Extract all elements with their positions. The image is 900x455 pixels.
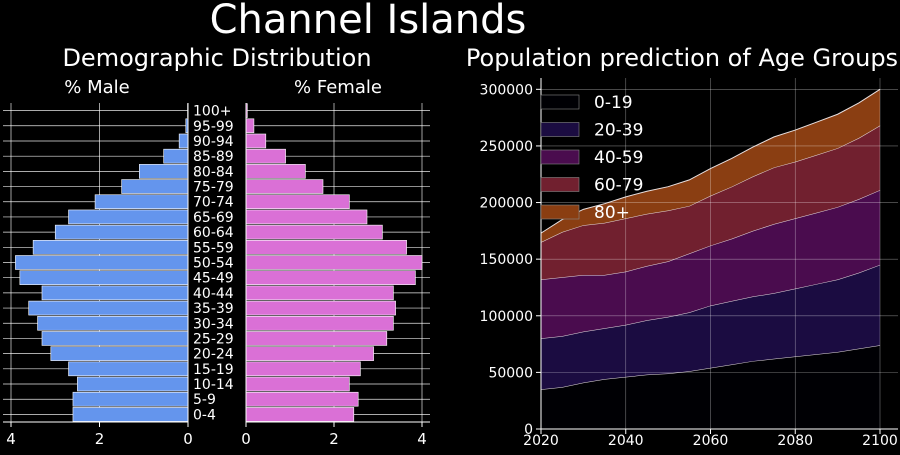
age-group-label: 50-54 bbox=[193, 256, 234, 272]
female-bar bbox=[246, 210, 367, 224]
legend-label-60-79: 60-79 bbox=[594, 176, 643, 196]
legend-swatch-60-79 bbox=[541, 178, 579, 192]
male-x-tick-label: 4 bbox=[6, 430, 16, 448]
age-group-label: 55-59 bbox=[193, 240, 234, 256]
female-x-tick-label: 2 bbox=[329, 430, 339, 448]
area-y-tick-label: 300000 bbox=[480, 82, 533, 98]
female-bar bbox=[246, 407, 354, 421]
male-bar bbox=[38, 316, 188, 330]
male-bar bbox=[69, 362, 188, 376]
male-bar bbox=[42, 331, 188, 345]
age-group-label: 30-34 bbox=[193, 316, 234, 332]
legend-swatch-20-39 bbox=[541, 123, 579, 137]
male-bar bbox=[20, 271, 188, 285]
age-group-label: 85-89 bbox=[193, 149, 234, 165]
age-group-label: 45-49 bbox=[193, 271, 234, 287]
legend-swatch-0-19 bbox=[541, 95, 579, 109]
area-y-tick-label: 150000 bbox=[480, 252, 533, 268]
legend-swatch-40-59 bbox=[541, 150, 579, 164]
male-bar bbox=[33, 240, 188, 254]
male-bar bbox=[164, 149, 188, 163]
area-x-tick-label: 2060 bbox=[693, 433, 729, 449]
male-x-tick-label: 2 bbox=[95, 430, 105, 448]
female-bar bbox=[246, 392, 358, 406]
age-group-label: 70-74 bbox=[193, 195, 234, 211]
male-bar bbox=[139, 164, 188, 178]
female-bar bbox=[246, 286, 393, 300]
female-bar bbox=[246, 331, 387, 345]
female-bar bbox=[246, 347, 374, 361]
male-bar bbox=[15, 256, 188, 270]
female-bar bbox=[246, 377, 349, 391]
male-bar bbox=[77, 377, 188, 391]
female-bar bbox=[246, 134, 266, 148]
age-group-label: 90-94 bbox=[193, 134, 234, 150]
male-bar bbox=[51, 347, 188, 361]
legend-label-80+: 80+ bbox=[594, 203, 630, 223]
area-y-tick-label: 250000 bbox=[480, 139, 533, 155]
age-group-label: 60-64 bbox=[193, 225, 234, 241]
female-bar bbox=[246, 301, 396, 315]
male-bar bbox=[73, 392, 188, 406]
male-bar bbox=[42, 286, 188, 300]
age-group-label: 75-79 bbox=[193, 180, 234, 196]
male-axis-title: % Male bbox=[64, 77, 129, 98]
age-group-label: 10-14 bbox=[193, 377, 234, 393]
area-y-tick-label: 50000 bbox=[488, 365, 533, 381]
female-x-tick-label: 4 bbox=[417, 430, 427, 448]
female-bar bbox=[246, 240, 407, 254]
area-y-tick-label: 100000 bbox=[480, 309, 533, 325]
female-bar bbox=[246, 271, 415, 285]
figure-title: Channel Islands bbox=[210, 0, 527, 43]
age-group-label: 65-69 bbox=[193, 210, 234, 226]
age-group-label: 5-9 bbox=[193, 392, 216, 408]
pyramid-title: Demographic Distribution bbox=[62, 44, 371, 72]
female-bar bbox=[246, 164, 305, 178]
legend-label-0-19: 0-19 bbox=[594, 93, 633, 113]
female-bar bbox=[246, 119, 254, 133]
age-group-label: 0-4 bbox=[193, 407, 216, 423]
age-group-label: 15-19 bbox=[193, 362, 234, 378]
age-group-label: 95-99 bbox=[193, 119, 234, 135]
area-x-tick-label: 2040 bbox=[608, 433, 644, 449]
female-axis-title: % Female bbox=[294, 77, 382, 98]
female-bar bbox=[246, 149, 286, 163]
area-y-tick-label: 200000 bbox=[480, 196, 533, 212]
male-bar bbox=[55, 225, 188, 239]
female-bar bbox=[246, 362, 360, 376]
age-group-label: 20-24 bbox=[193, 347, 234, 363]
male-bar bbox=[122, 180, 188, 194]
female-bar bbox=[246, 180, 323, 194]
area-chart-title: Population prediction of Age Groups bbox=[466, 44, 898, 72]
legend-label-40-59: 40-59 bbox=[594, 148, 643, 168]
age-group-label: 25-29 bbox=[193, 331, 234, 347]
male-bar bbox=[95, 195, 188, 209]
area-x-tick-label: 2080 bbox=[777, 433, 813, 449]
age-group-label: 80-84 bbox=[193, 164, 234, 180]
male-bar bbox=[69, 210, 188, 224]
female-bar bbox=[246, 316, 393, 330]
age-group-label: 100+ bbox=[193, 104, 231, 120]
female-x-tick-label: 0 bbox=[241, 430, 251, 448]
age-group-labels: 0-45-910-1415-1920-2425-2930-3435-3940-4… bbox=[193, 104, 234, 424]
male-x-tick-label: 0 bbox=[183, 430, 193, 448]
male-bar bbox=[179, 134, 188, 148]
female-bar bbox=[246, 195, 349, 209]
age-group-label: 35-39 bbox=[193, 301, 234, 317]
male-bar bbox=[73, 407, 188, 421]
legend-swatch-80+ bbox=[541, 205, 579, 219]
female-bar bbox=[246, 225, 382, 239]
female-bar bbox=[246, 256, 422, 270]
area-x-tick-label: 2100 bbox=[862, 433, 898, 449]
male-bar bbox=[29, 301, 188, 315]
area-y-tick-label: 0 bbox=[524, 422, 533, 438]
legend-label-20-39: 20-39 bbox=[594, 121, 643, 141]
age-group-label: 40-44 bbox=[193, 286, 234, 302]
